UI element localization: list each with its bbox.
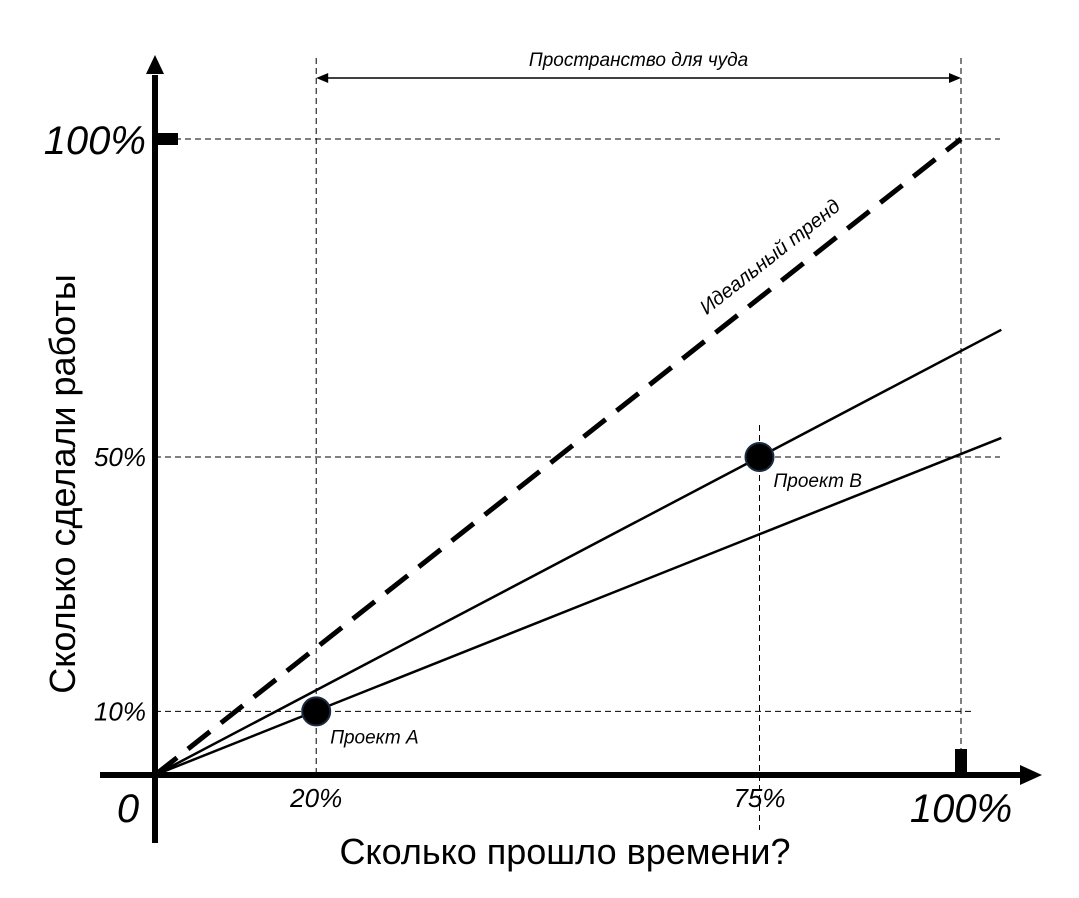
span-annotation-label: Пространство для чуда xyxy=(529,50,748,71)
guide-lines xyxy=(155,58,1000,830)
span-arrow-left-head xyxy=(316,73,329,83)
y-tick-label-10: 10% xyxy=(94,696,146,726)
data-points xyxy=(301,442,775,727)
x-tick-label-20: 20% xyxy=(289,783,342,813)
series-lines xyxy=(153,137,1002,777)
axes xyxy=(100,55,1042,843)
x-tick-label-75: 75% xyxy=(733,783,785,813)
span-arrow-right-head xyxy=(949,73,961,83)
x-axis-arrow xyxy=(1020,765,1042,785)
data-point-label-2: Проект В xyxy=(774,471,863,492)
ideal-trend-label: Идеальный тренд xyxy=(696,195,845,319)
data-point-2 xyxy=(744,442,775,472)
x-tick-mark-100 xyxy=(955,749,967,775)
data-point-1 xyxy=(301,696,332,727)
trend-line-1 xyxy=(154,328,1002,777)
x-tick-label-100: 100% xyxy=(910,787,1012,831)
x-axis-title: Сколько прошло времени? xyxy=(339,831,790,872)
y-tick-mark-100 xyxy=(155,133,178,145)
y-axis-title: Сколько сделали работы xyxy=(42,274,83,694)
labels: Пространство для чуда Проект А Проект В Иде… xyxy=(42,50,1012,872)
y-axis-arrow xyxy=(146,55,164,74)
y-tick-label-50: 50% xyxy=(94,442,146,472)
trend-line-2 xyxy=(154,436,1002,777)
y-tick-label-100: 100% xyxy=(44,119,146,163)
x-tick-label-0: 0 xyxy=(117,787,139,831)
ideal-trend-line xyxy=(153,137,963,777)
data-point-label-1: Проект А xyxy=(330,727,418,748)
